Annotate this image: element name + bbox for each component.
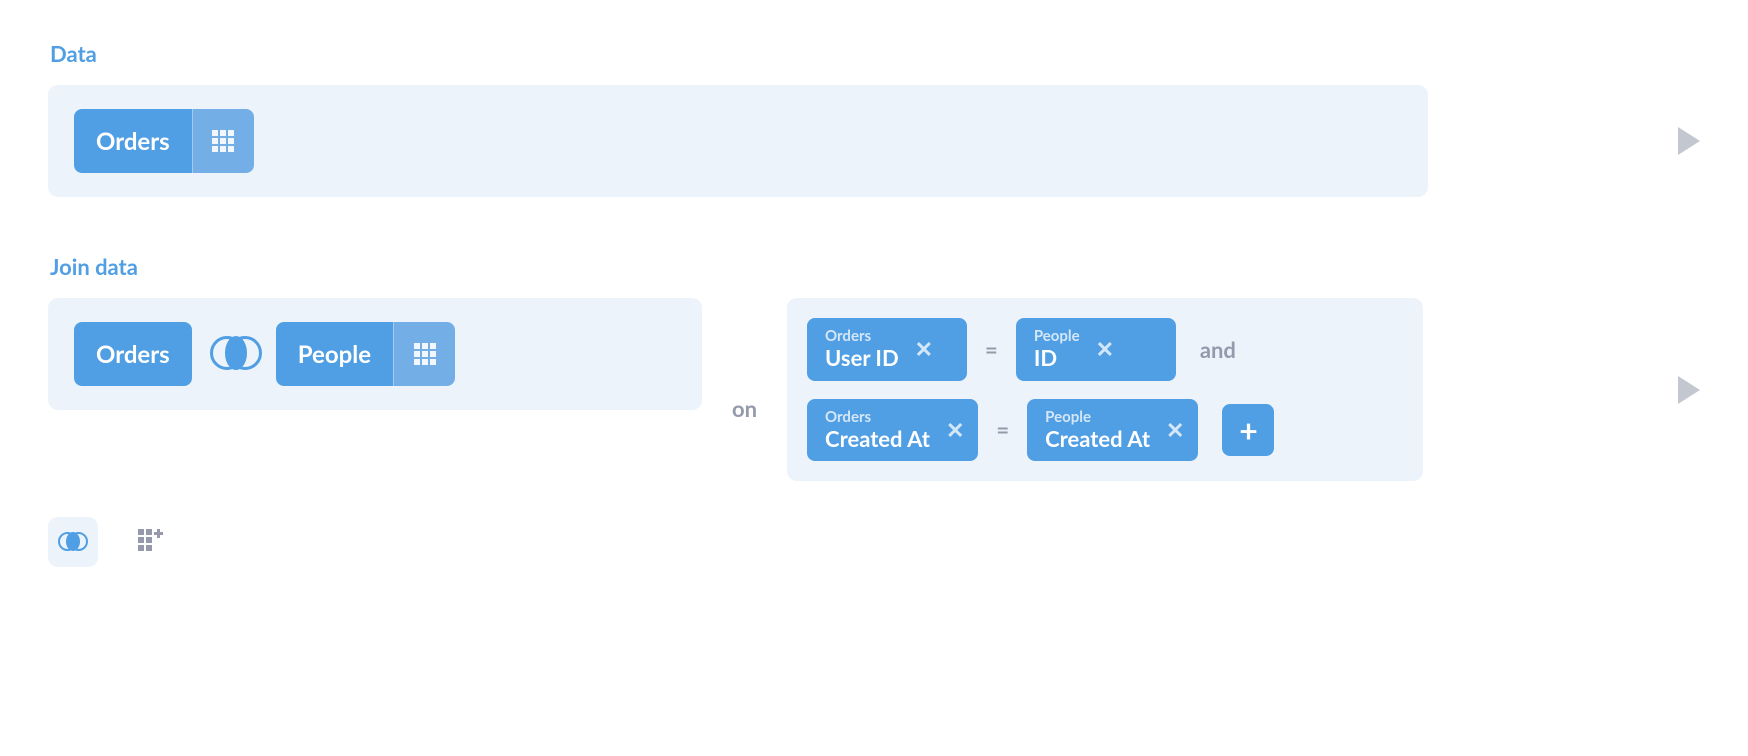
and-label: and: [1200, 336, 1236, 363]
field-column-label: Created At: [1045, 426, 1150, 451]
join-conditions-panel: Orders User ID ✕ = People ID ✕ and Order…: [787, 298, 1423, 481]
field-table-label: Orders: [825, 328, 899, 345]
add-custom-column-button[interactable]: [126, 517, 176, 567]
field-table-label: People: [1045, 409, 1150, 426]
join-type-venn-icon[interactable]: [210, 334, 262, 374]
equals-label: =: [967, 336, 1016, 363]
join-right-table-chip[interactable]: People: [276, 322, 455, 386]
join-left-table-chip[interactable]: Orders: [74, 322, 192, 386]
data-panel: Orders: [48, 85, 1428, 197]
join-row: Orders People: [48, 298, 1700, 481]
table-columns-icon[interactable]: [192, 109, 254, 173]
equals-label: =: [978, 416, 1027, 443]
join-condition-right-field[interactable]: People ID ✕: [1016, 318, 1176, 381]
data-table-label: Orders: [74, 109, 192, 173]
table-columns-icon[interactable]: [393, 322, 455, 386]
remove-field-icon[interactable]: ✕: [946, 416, 964, 444]
field-column-label: User ID: [825, 345, 899, 370]
grid-icon: [413, 342, 437, 366]
join-right-table-label: People: [276, 322, 393, 386]
field-column-label: ID: [1034, 345, 1080, 370]
add-condition-button[interactable]: +: [1222, 404, 1274, 456]
join-condition-right-field[interactable]: People Created At ✕: [1027, 399, 1198, 462]
step-footer-buttons: [48, 517, 1700, 567]
join-condition-left-field[interactable]: Orders Created At ✕: [807, 399, 978, 462]
join-condition-row: Orders User ID ✕ = People ID ✕ and: [807, 318, 1403, 381]
join-section-label: Join data: [50, 253, 1700, 280]
field-column-label: Created At: [825, 426, 930, 451]
remove-field-icon[interactable]: ✕: [1166, 416, 1184, 444]
join-condition-row: Orders Created At ✕ = People Created At …: [807, 399, 1403, 462]
data-table-chip[interactable]: Orders: [74, 109, 254, 173]
join-left-table-label: Orders: [74, 322, 192, 386]
data-section-label: Data: [50, 40, 1700, 67]
join-tables-panel: Orders People: [48, 298, 702, 410]
field-table-label: People: [1034, 328, 1080, 345]
on-label: on: [732, 395, 757, 422]
remove-field-icon[interactable]: ✕: [1096, 335, 1114, 363]
grid-icon: [211, 129, 235, 153]
join-condition-left-field[interactable]: Orders User ID ✕: [807, 318, 967, 381]
join-venn-icon: [58, 531, 88, 553]
data-row: Orders: [48, 85, 1700, 197]
grid-plus-icon: [138, 529, 164, 555]
run-arrow-icon[interactable]: [1678, 376, 1700, 404]
add-join-step-button[interactable]: [48, 517, 98, 567]
remove-field-icon[interactable]: ✕: [915, 335, 933, 363]
field-table-label: Orders: [825, 409, 930, 426]
run-arrow-icon[interactable]: [1678, 127, 1700, 155]
